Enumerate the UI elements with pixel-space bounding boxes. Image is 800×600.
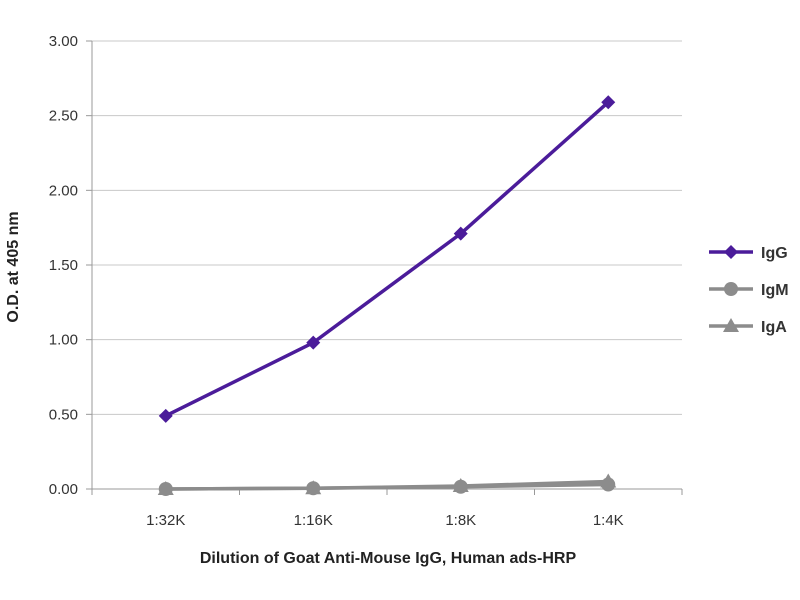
data-point-igm — [158, 482, 173, 496]
legend: IgG IgM IgA — [709, 245, 789, 336]
y-tick-label: 0.00 — [49, 481, 78, 498]
data-point-igm — [453, 479, 468, 494]
y-tick-label: 2.50 — [49, 108, 78, 125]
y-axis-title: O.D. at 405 nm — [5, 211, 22, 322]
x-tick-label: 1:16K — [294, 512, 333, 529]
data-point-igg — [306, 335, 321, 350]
series — [157, 95, 617, 496]
y-tick-label: 0.50 — [49, 406, 78, 423]
legend-label: IgA — [761, 319, 787, 336]
y-tick-label: 3.00 — [49, 33, 78, 50]
axes: 0.00 0.50 1.00 1.50 2.00 2.50 3.00 1:32K 1:16K 1:… — [49, 33, 683, 529]
legend-label: IgG — [761, 245, 788, 262]
x-axis-title: Dilution of Goat Anti-Mouse IgG, Human a… — [200, 550, 577, 567]
y-tick-label: 1.00 — [49, 332, 78, 349]
x-tick-label: 1:8K — [445, 512, 476, 529]
legend-item-igm: IgM — [709, 282, 789, 299]
x-tick-label: 1:32K — [146, 512, 185, 529]
legend-marker — [723, 318, 739, 332]
y-tick-label: 2.00 — [49, 182, 78, 199]
y-tick-label: 1.50 — [49, 257, 78, 274]
series-igm — [158, 477, 616, 496]
gridlines — [92, 40, 682, 415]
series-igg — [158, 95, 616, 423]
legend-marker — [724, 282, 738, 296]
legend-marker — [724, 245, 738, 259]
data-point-igg — [453, 226, 468, 241]
series-line-igg — [164, 100, 610, 418]
data-point-igm — [601, 477, 616, 492]
x-tick-label: 1:4K — [593, 512, 624, 529]
legend-item-iga: IgA — [709, 318, 787, 336]
data-point-igg — [158, 408, 173, 423]
data-point-igm — [306, 481, 321, 496]
legend-item-igg: IgG — [709, 245, 788, 262]
data-point-igg — [601, 95, 616, 110]
series-line-igm — [165, 482, 609, 491]
legend-label: IgM — [761, 282, 789, 299]
